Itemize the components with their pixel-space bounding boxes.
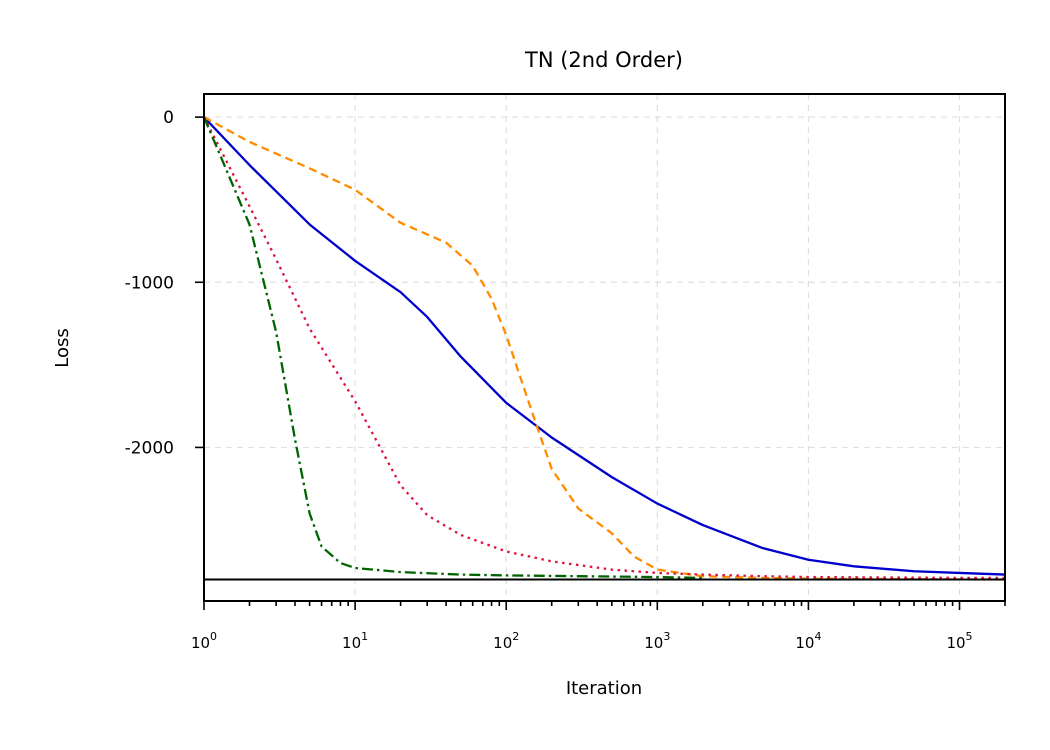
x-tick-label: 104 [795, 630, 821, 652]
y-tick-label: -2000 [125, 438, 174, 458]
y-axis-ticks: 0 -1000 -2000 [125, 108, 204, 458]
series-line-2 [203, 116, 1006, 581]
series-layer [202, 116, 1006, 581]
y-tick-label: 0 [163, 108, 174, 128]
series-line-3 [202, 116, 1005, 580]
plot-frame [203, 93, 1006, 602]
series-line-4 [202, 116, 703, 580]
y-tick-label: -1000 [125, 273, 174, 293]
x-axis-label: Iteration [566, 678, 642, 699]
y-axis-label: Loss [52, 328, 73, 367]
x-tick-label: 101 [342, 630, 368, 652]
x-tick-label: 103 [644, 630, 670, 652]
x-tick-label: 105 [946, 630, 972, 652]
x-tick-label: 100 [191, 630, 217, 652]
chart-title: TN (2nd Order) [524, 48, 683, 72]
series-line-1 [203, 116, 1006, 576]
grid [204, 94, 1005, 601]
x-axis-ticks: 100 101 102 103 104 105 [191, 601, 1006, 652]
x-tick-label: 102 [493, 630, 519, 652]
